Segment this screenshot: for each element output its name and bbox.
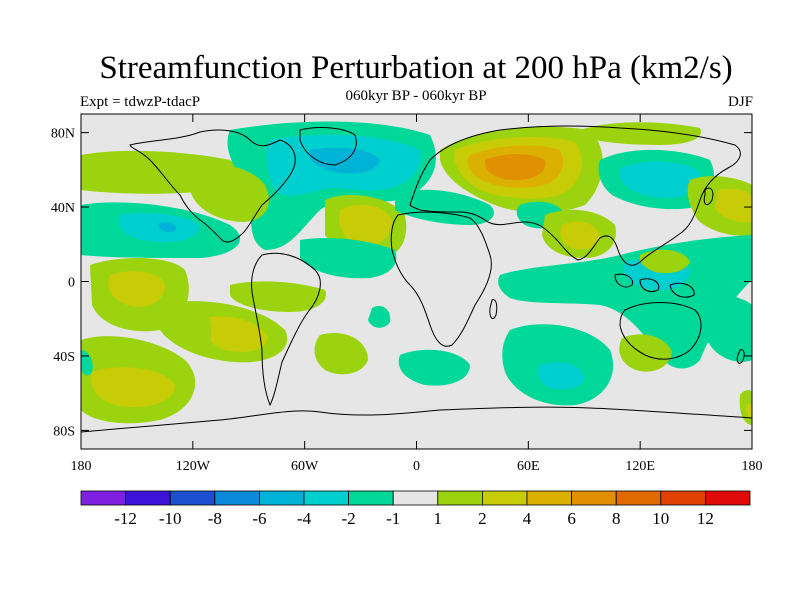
colorbar-label: -2 [342,509,356,528]
colorbar-label: 1 [434,509,443,528]
colorbar-swatch [615,490,662,506]
contour-pos-australia-south [619,334,672,372]
contour-neg-dateline-south [699,295,752,362]
colorbar-label: -10 [159,509,182,528]
colorbar-swatch [348,490,394,506]
colorbar-label: -4 [297,509,312,528]
contour-neg-subtropical-atlantic [300,238,397,279]
y-tick-label: 80S [53,424,75,439]
colorbar-label: 2 [478,509,487,528]
x-tick-label: 180 [71,459,92,474]
colorbar-swatch [169,490,216,506]
colorbar-swatch [571,490,617,506]
colorbar-swatch [481,490,528,506]
colorbar-swatch [258,490,305,506]
colorbar-label: -1 [386,509,400,528]
contour-pos-south-atlantic [314,332,368,375]
coast-greenland [299,127,357,166]
colorbar: -12 -10 -8 -6 -4 -2 -1 1 2 4 6 8 10 12 [80,490,751,528]
y-tick-label: 40S [53,350,75,365]
contour-neg-south-atlantic-small [368,305,391,328]
contour-pos-east-pacific-south [190,304,212,349]
coast-antarctica [81,406,752,433]
contour-pos-eurasia-peak [485,154,546,180]
colorbar-label: -12 [114,509,137,528]
contour-neg-indian-maritime [498,235,752,369]
contour-neg-south-atlantic [398,349,470,386]
experiment-label: Expt = tdwzP-tdacP [80,94,201,110]
contour-pos-western-pacific [639,249,690,274]
y-tick-label: 0 [68,276,75,291]
coast-japan [703,187,714,206]
x-tick-label: 180 [742,459,763,474]
colorbar-label: 8 [612,509,621,528]
x-tick-label: 60E [517,459,540,474]
colorbar-swatch [80,490,126,506]
y-tick-label: 80N [51,127,75,142]
coast-north-america [129,129,296,243]
contour-pos-tropical-pacific-core [108,271,165,307]
season-label: DJF [727,94,753,110]
y-tick-label: 40N [51,201,75,216]
colorbar-label: 6 [567,509,576,528]
contour-neg-mediterranean [395,189,494,225]
coast-madagascar [489,299,498,319]
colorbar-label: -6 [252,509,266,528]
colorbar-swatch [125,490,171,506]
colorbar-swatch [392,490,439,506]
coast-south-america [251,252,321,407]
plot-title: Streamfunction Perturbation at 200 hPa (… [99,50,733,86]
contour-pos-south-pacific-west-core [203,316,268,352]
colorbar-label: 12 [697,509,714,528]
contour-pos-south-pacific-core [91,367,175,408]
coast-africa [390,211,492,347]
axis-ticks: 180 120W 60W 0 60E 120E 180 80N 40N 0 40S 80S [51,114,763,474]
coast-new-zealand [736,349,745,364]
coast-australia [619,302,702,360]
colorbar-label: 10 [652,509,669,528]
colorbar-swatch [214,490,260,506]
x-tick-label: 60W [291,459,319,474]
colorbar-swatch [437,490,483,506]
coast-eurasia [409,125,741,266]
contour-pos-north-atlantic-core [339,204,392,246]
contour-pos-central-america [190,165,269,222]
contour-neg-north-pacific-asia-core [620,161,701,198]
contour-neg-southern-indian-core [537,362,585,390]
colorbar-label: 4 [523,509,532,528]
colorbar-swatch [660,490,706,506]
x-tick-label: 120E [625,459,655,474]
map-panel: 180 120W 60W 0 60E 120E 180 80N 40N 0 40S 80S [51,113,763,474]
coast-maritime-islands [614,273,695,298]
colorbar-swatch [303,490,349,506]
coastlines [81,125,752,433]
colorbar-swatch [526,490,572,506]
contour-neg-east-pacific-peak [158,222,177,233]
x-tick-label: 120W [176,459,211,474]
period-label: 060kyr BP - 060kyr BP [345,88,487,104]
contour-pos-middle-east-core [560,221,600,250]
colorbar-label: -8 [208,509,222,528]
x-tick-label: 0 [413,459,420,474]
contour-pos-north-pacific-east-core [715,188,752,223]
contour-pos-east-asia [580,122,701,145]
colorbar-swatch [705,490,751,506]
contour-pos-southeast-corner-core [745,403,752,420]
